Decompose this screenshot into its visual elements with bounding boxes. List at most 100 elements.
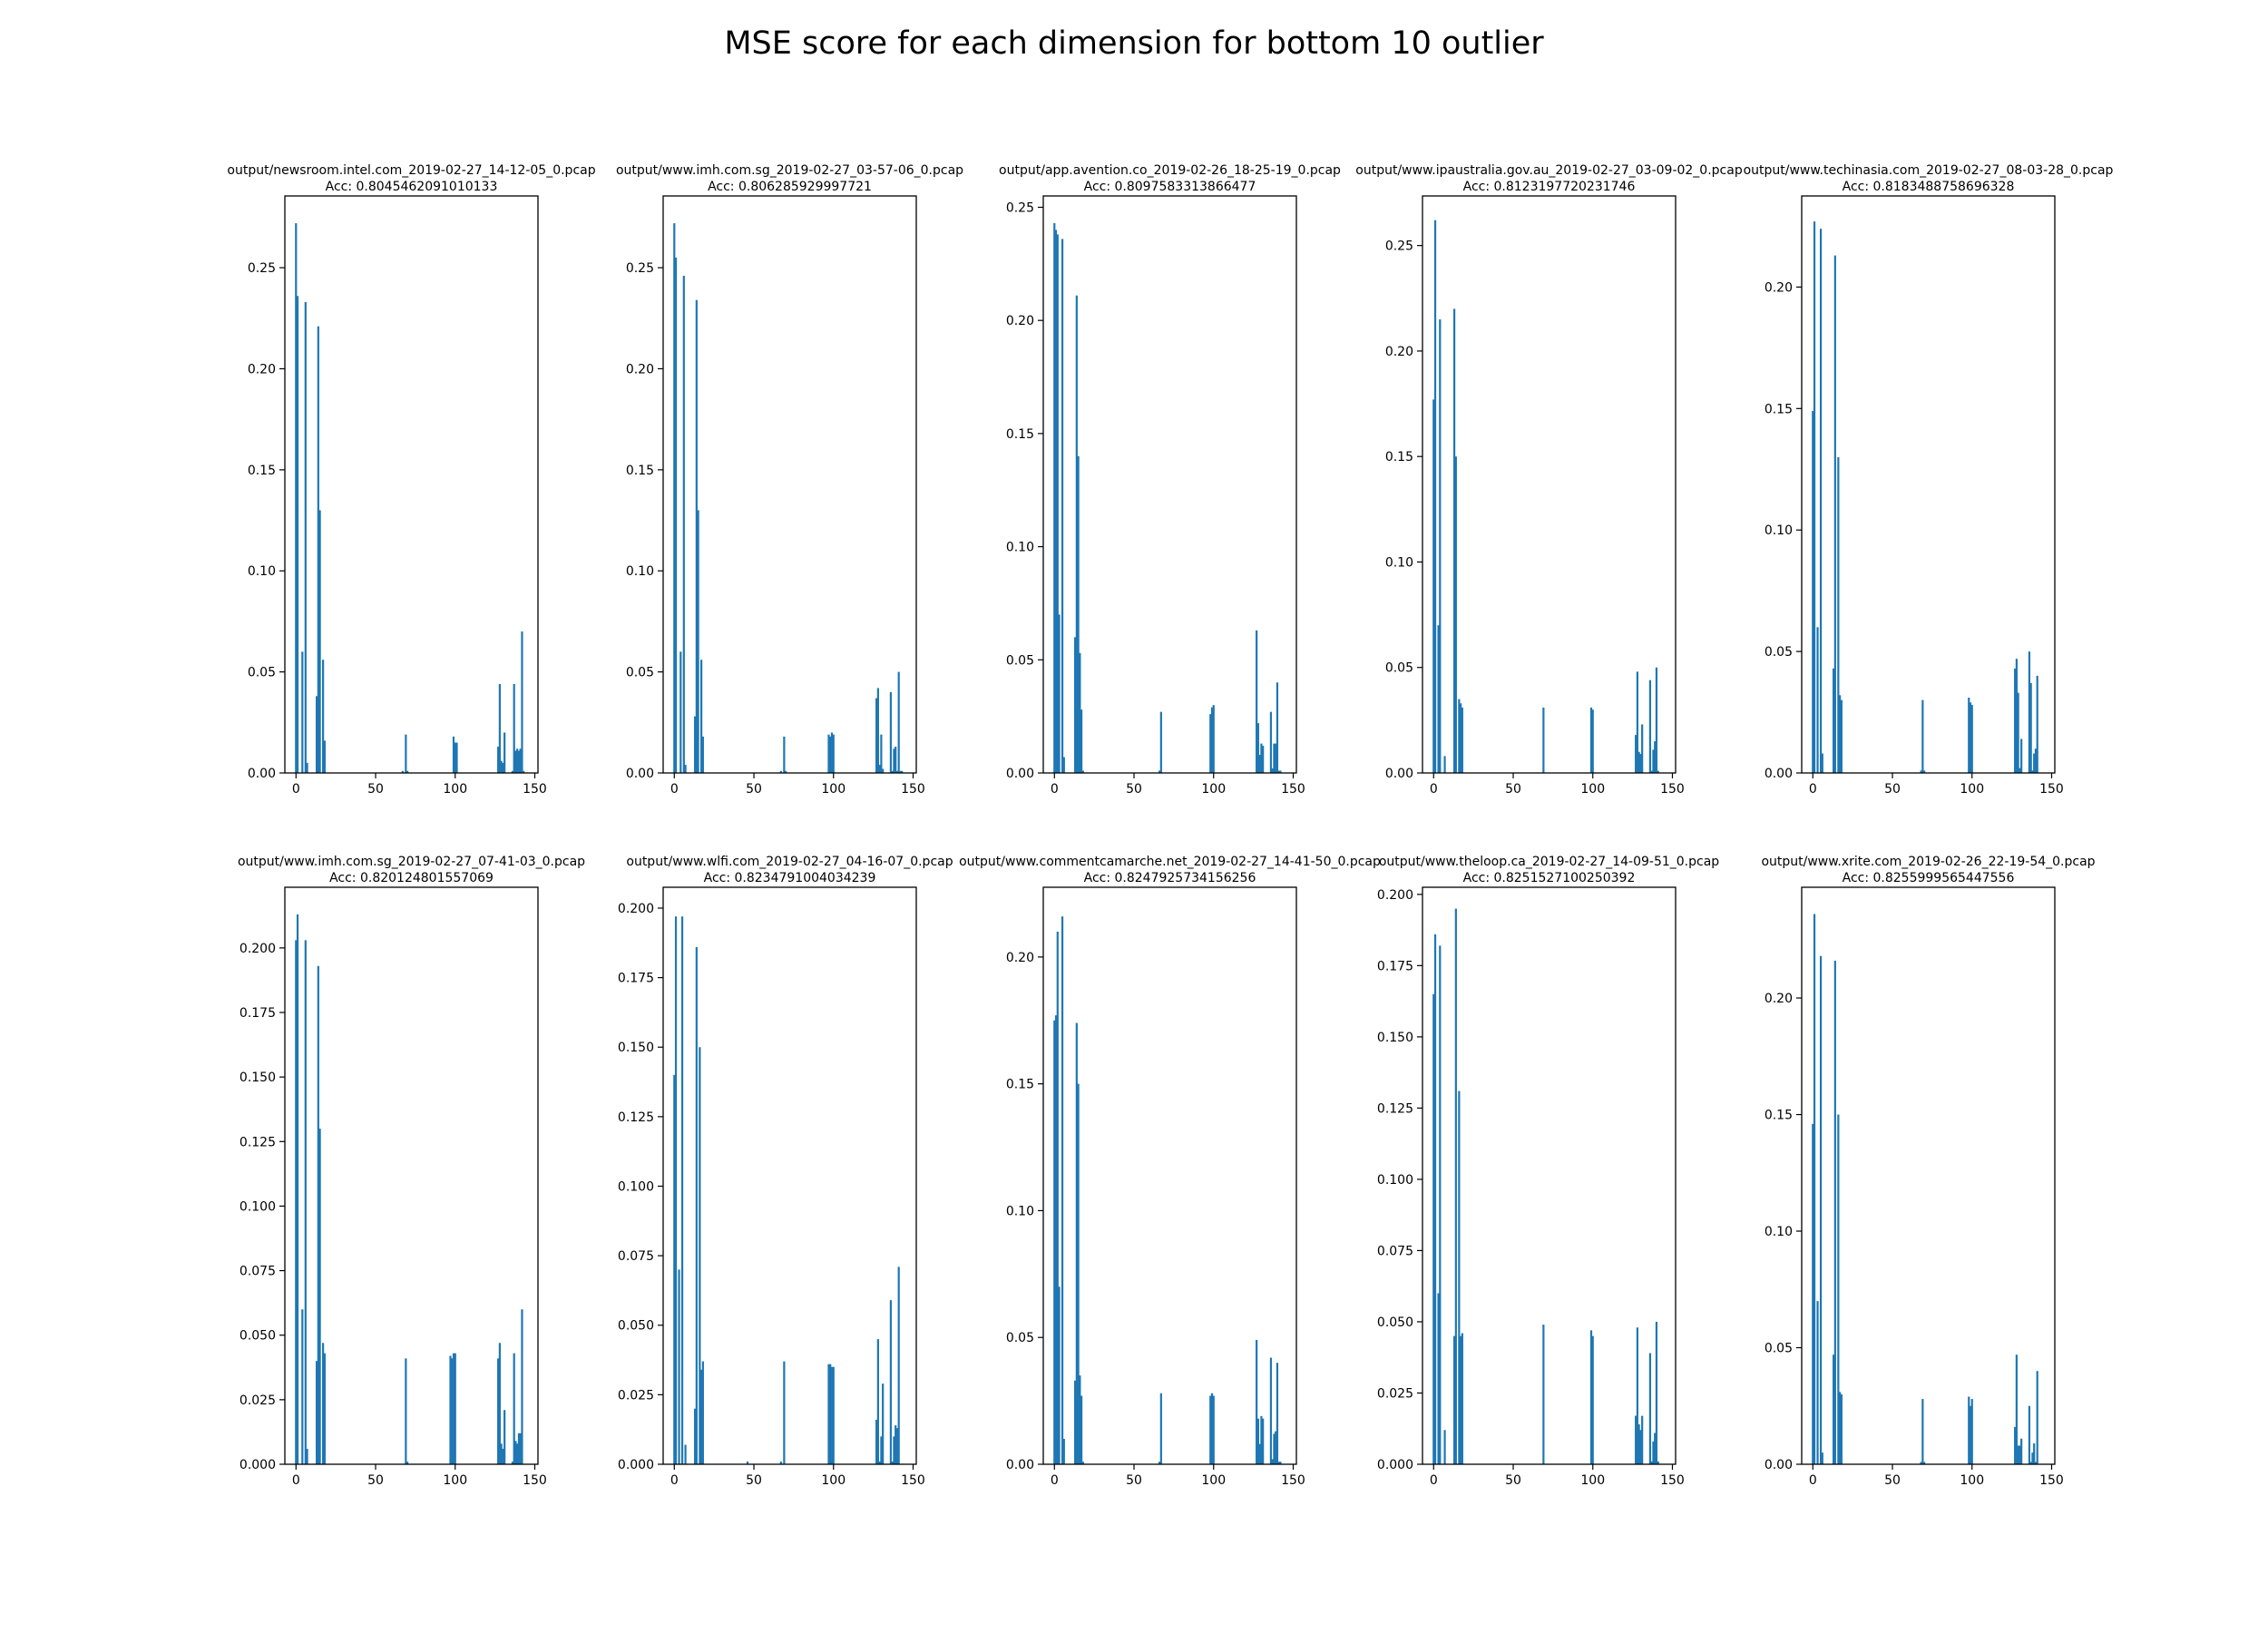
subplot-7: output/www.wlfi.com_2019-02-27_04-16-07_… bbox=[618, 855, 953, 1488]
axes-frame bbox=[1422, 886, 1677, 1465]
bar bbox=[318, 510, 321, 773]
bar bbox=[2036, 1371, 2038, 1464]
y-tick-label: 0.200 bbox=[618, 902, 654, 916]
bar bbox=[1589, 707, 1593, 773]
y-tick-label: 0.050 bbox=[1377, 1315, 1413, 1330]
bar bbox=[405, 1358, 407, 1464]
bar bbox=[1269, 1357, 1273, 1464]
bar bbox=[674, 916, 678, 1464]
bar bbox=[695, 946, 698, 1464]
subplot-10: output/www.xrite.com_2019-02-26_22-19-54… bbox=[1761, 855, 2095, 1488]
bar bbox=[2033, 753, 2036, 773]
y-tick-label: 0.25 bbox=[1385, 240, 1413, 254]
bar bbox=[894, 747, 897, 773]
bar bbox=[521, 1309, 523, 1464]
bar bbox=[2031, 770, 2034, 773]
bar bbox=[1636, 1327, 1638, 1464]
bar bbox=[497, 1358, 500, 1464]
bar bbox=[882, 768, 885, 773]
subplot-accuracy: Acc: 0.8123197720231746 bbox=[1463, 180, 1636, 194]
bar bbox=[1061, 239, 1064, 773]
x-tick-label: 100 bbox=[821, 782, 846, 797]
bar bbox=[1256, 1340, 1258, 1464]
bar bbox=[2017, 1445, 2019, 1464]
bar bbox=[1277, 770, 1280, 773]
bar bbox=[1262, 1418, 1265, 1464]
bar bbox=[893, 748, 895, 773]
bar bbox=[513, 683, 515, 773]
bar bbox=[1433, 934, 1437, 1464]
bar bbox=[2014, 668, 2017, 773]
bar bbox=[895, 1428, 899, 1464]
y-tick-label: 0.100 bbox=[240, 1199, 276, 1214]
x-tick-label: 50 bbox=[1884, 1473, 1901, 1488]
bar bbox=[1639, 754, 1642, 773]
bar bbox=[1969, 702, 1972, 773]
x-tick-label: 0 bbox=[292, 782, 300, 797]
bar bbox=[889, 691, 893, 773]
bar bbox=[875, 698, 878, 773]
subplot-title: output/www.imh.com.sg_2019-02-27_07-41-0… bbox=[238, 855, 585, 869]
bar bbox=[1921, 699, 1924, 773]
bar bbox=[1271, 1459, 1274, 1464]
bar bbox=[523, 770, 525, 773]
bar bbox=[1061, 916, 1064, 1464]
subplot-title: output/app.avention.co_2019-02-26_18-25-… bbox=[999, 163, 1341, 178]
bar bbox=[1969, 1405, 1972, 1464]
bar bbox=[783, 736, 786, 773]
x-tick-label: 150 bbox=[2039, 782, 2064, 797]
bar bbox=[829, 1364, 832, 1464]
bar bbox=[1650, 770, 1653, 773]
bar bbox=[1210, 1393, 1214, 1464]
bar bbox=[1970, 705, 1973, 773]
bar bbox=[779, 770, 782, 773]
bar bbox=[1212, 1395, 1215, 1464]
y-tick-label: 0.15 bbox=[1006, 1078, 1034, 1092]
bar bbox=[497, 747, 500, 773]
bar bbox=[2020, 1438, 2023, 1464]
bar bbox=[2015, 659, 2018, 773]
bar bbox=[406, 1462, 409, 1464]
bar bbox=[315, 1361, 318, 1464]
bar bbox=[682, 275, 685, 773]
x-tick-label: 0 bbox=[670, 1473, 679, 1488]
subplot-title: output/www.commentcamarche.net_2019-02-2… bbox=[959, 855, 1381, 869]
bar bbox=[1460, 1335, 1462, 1464]
bar bbox=[323, 740, 326, 773]
bar bbox=[502, 762, 504, 773]
bar bbox=[832, 734, 835, 773]
y-tick-label: 0.25 bbox=[248, 261, 276, 276]
bar bbox=[1439, 945, 1442, 1464]
bar bbox=[1652, 1441, 1655, 1464]
bar bbox=[1461, 707, 1463, 773]
bar bbox=[503, 1410, 506, 1464]
bar bbox=[1053, 222, 1056, 773]
subplot-accuracy: Acc: 0.8183488758696328 bbox=[1843, 180, 2015, 194]
subplot-title: output/www.theloop.ca_2019-02-27_14-09-5… bbox=[1379, 855, 1719, 869]
y-tick-label: 0.150 bbox=[618, 1041, 654, 1055]
y-tick-label: 0.15 bbox=[626, 464, 654, 478]
bar bbox=[674, 257, 678, 773]
bar bbox=[1443, 756, 1446, 773]
bar bbox=[1054, 1015, 1058, 1464]
bar bbox=[2019, 768, 2021, 773]
bar bbox=[1591, 709, 1594, 773]
bar bbox=[1062, 757, 1065, 773]
y-tick-label: 0.025 bbox=[1377, 1386, 1413, 1401]
y-tick-label: 0.10 bbox=[248, 564, 276, 579]
bar bbox=[2031, 1452, 2034, 1464]
bar bbox=[315, 696, 318, 773]
subplot-2: output/www.imh.com.sg_2019-02-27_03-57-0… bbox=[616, 163, 963, 797]
bar bbox=[1158, 770, 1161, 773]
bar bbox=[2034, 1462, 2038, 1464]
bar bbox=[1816, 627, 1819, 773]
x-tick-label: 50 bbox=[1505, 1473, 1521, 1488]
bar bbox=[1458, 699, 1461, 773]
bar bbox=[1840, 699, 1843, 773]
bar bbox=[2020, 738, 2023, 773]
bar bbox=[1839, 1392, 1842, 1464]
bar bbox=[1812, 410, 1814, 773]
bar bbox=[517, 1433, 521, 1464]
x-tick-label: 0 bbox=[1430, 782, 1438, 797]
bar bbox=[695, 299, 698, 774]
